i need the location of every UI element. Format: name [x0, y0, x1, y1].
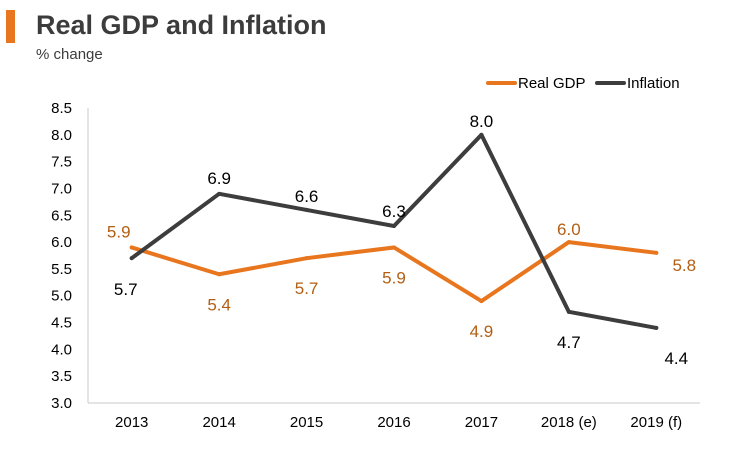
y-tick-label: 5.5 — [51, 261, 72, 278]
x-tick-label: 2017 — [465, 414, 498, 431]
gdp-data-point — [392, 245, 396, 250]
x-tick-label: 2016 — [377, 414, 410, 431]
inflation-data-label: 6.6 — [295, 187, 319, 206]
title-accent-bar — [6, 10, 15, 43]
y-tick-label: 6.0 — [51, 234, 72, 251]
inflation-data-label: 8.0 — [470, 112, 494, 131]
inflation-data-point — [479, 132, 484, 137]
inflation-data-point — [566, 309, 571, 314]
gdp-data-point — [566, 240, 571, 245]
inflation-data-label: 5.7 — [114, 280, 138, 299]
gdp-data-label: 5.9 — [382, 268, 406, 287]
inflation-data-label: 4.4 — [664, 349, 688, 368]
legend-gdp-label: Real GDP — [518, 75, 586, 92]
y-tick-label: 3.0 — [51, 395, 72, 412]
y-tick-label: 8.0 — [51, 127, 72, 144]
gdp-data-point — [217, 272, 222, 277]
gdp-data-point — [479, 299, 484, 304]
inflation-data-label: 6.9 — [207, 169, 231, 188]
gdp-data-label: 4.9 — [470, 322, 494, 341]
chart-title: Real GDP and Inflation — [36, 10, 327, 40]
gdp-data-point — [129, 245, 134, 250]
gdp-data-label: 5.4 — [207, 295, 231, 314]
x-tick-label: 2015 — [290, 414, 323, 431]
inflation-data-point — [654, 325, 659, 330]
inflation-data-point — [129, 256, 134, 261]
y-tick-label: 5.0 — [51, 288, 72, 305]
legend-inflation-label: Inflation — [627, 75, 680, 92]
inflation-data-point — [392, 224, 396, 228]
gdp-data-label: 6.0 — [557, 220, 581, 239]
x-tick-label: 2014 — [202, 414, 235, 431]
x-tick-label: 2018 (e) — [541, 414, 597, 431]
y-tick-label: 7.0 — [51, 180, 72, 197]
gdp-data-label: 5.8 — [672, 256, 696, 275]
y-tick-label: 4.5 — [51, 315, 72, 332]
y-tick-label: 6.5 — [51, 207, 72, 224]
gdp-data-point — [304, 256, 309, 261]
inflation-data-label: 4.7 — [557, 333, 581, 352]
x-tick-label: 2019 (f) — [630, 414, 682, 431]
inflation-data-point — [217, 191, 222, 196]
gdp-data-label: 5.9 — [107, 222, 131, 241]
y-tick-label: 4.0 — [51, 341, 72, 358]
gdp-data-point — [654, 250, 659, 255]
y-tick-label: 8.5 — [51, 100, 72, 117]
chart-subtitle: % change — [36, 46, 103, 63]
inflation-data-point — [304, 207, 309, 212]
inflation-data-label: 6.3 — [382, 202, 406, 221]
gdp-data-label: 5.7 — [295, 279, 319, 298]
y-tick-label: 3.5 — [51, 368, 72, 385]
x-tick-label: 2013 — [115, 414, 148, 431]
y-tick-label: 7.5 — [51, 154, 72, 171]
